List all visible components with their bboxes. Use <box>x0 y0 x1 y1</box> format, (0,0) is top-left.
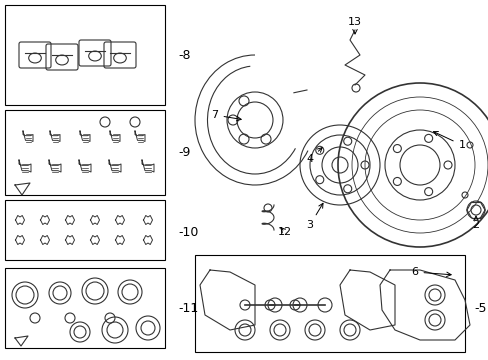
Bar <box>195 255 464 352</box>
Text: -11: -11 <box>178 302 198 315</box>
Bar <box>5 5 164 105</box>
Text: 7: 7 <box>211 110 241 121</box>
Text: -9: -9 <box>178 145 190 158</box>
Bar <box>5 200 164 260</box>
Text: 4: 4 <box>306 148 322 164</box>
Text: -8: -8 <box>178 49 190 62</box>
Text: 2: 2 <box>471 216 479 230</box>
Text: -5: -5 <box>473 302 486 315</box>
Text: 3: 3 <box>306 203 323 230</box>
Text: -10: -10 <box>178 225 198 239</box>
Bar <box>5 110 164 195</box>
Bar <box>5 268 164 348</box>
Text: 13: 13 <box>347 17 361 34</box>
Text: 12: 12 <box>277 227 291 237</box>
Text: 6: 6 <box>411 267 450 277</box>
Text: 1: 1 <box>432 131 465 150</box>
